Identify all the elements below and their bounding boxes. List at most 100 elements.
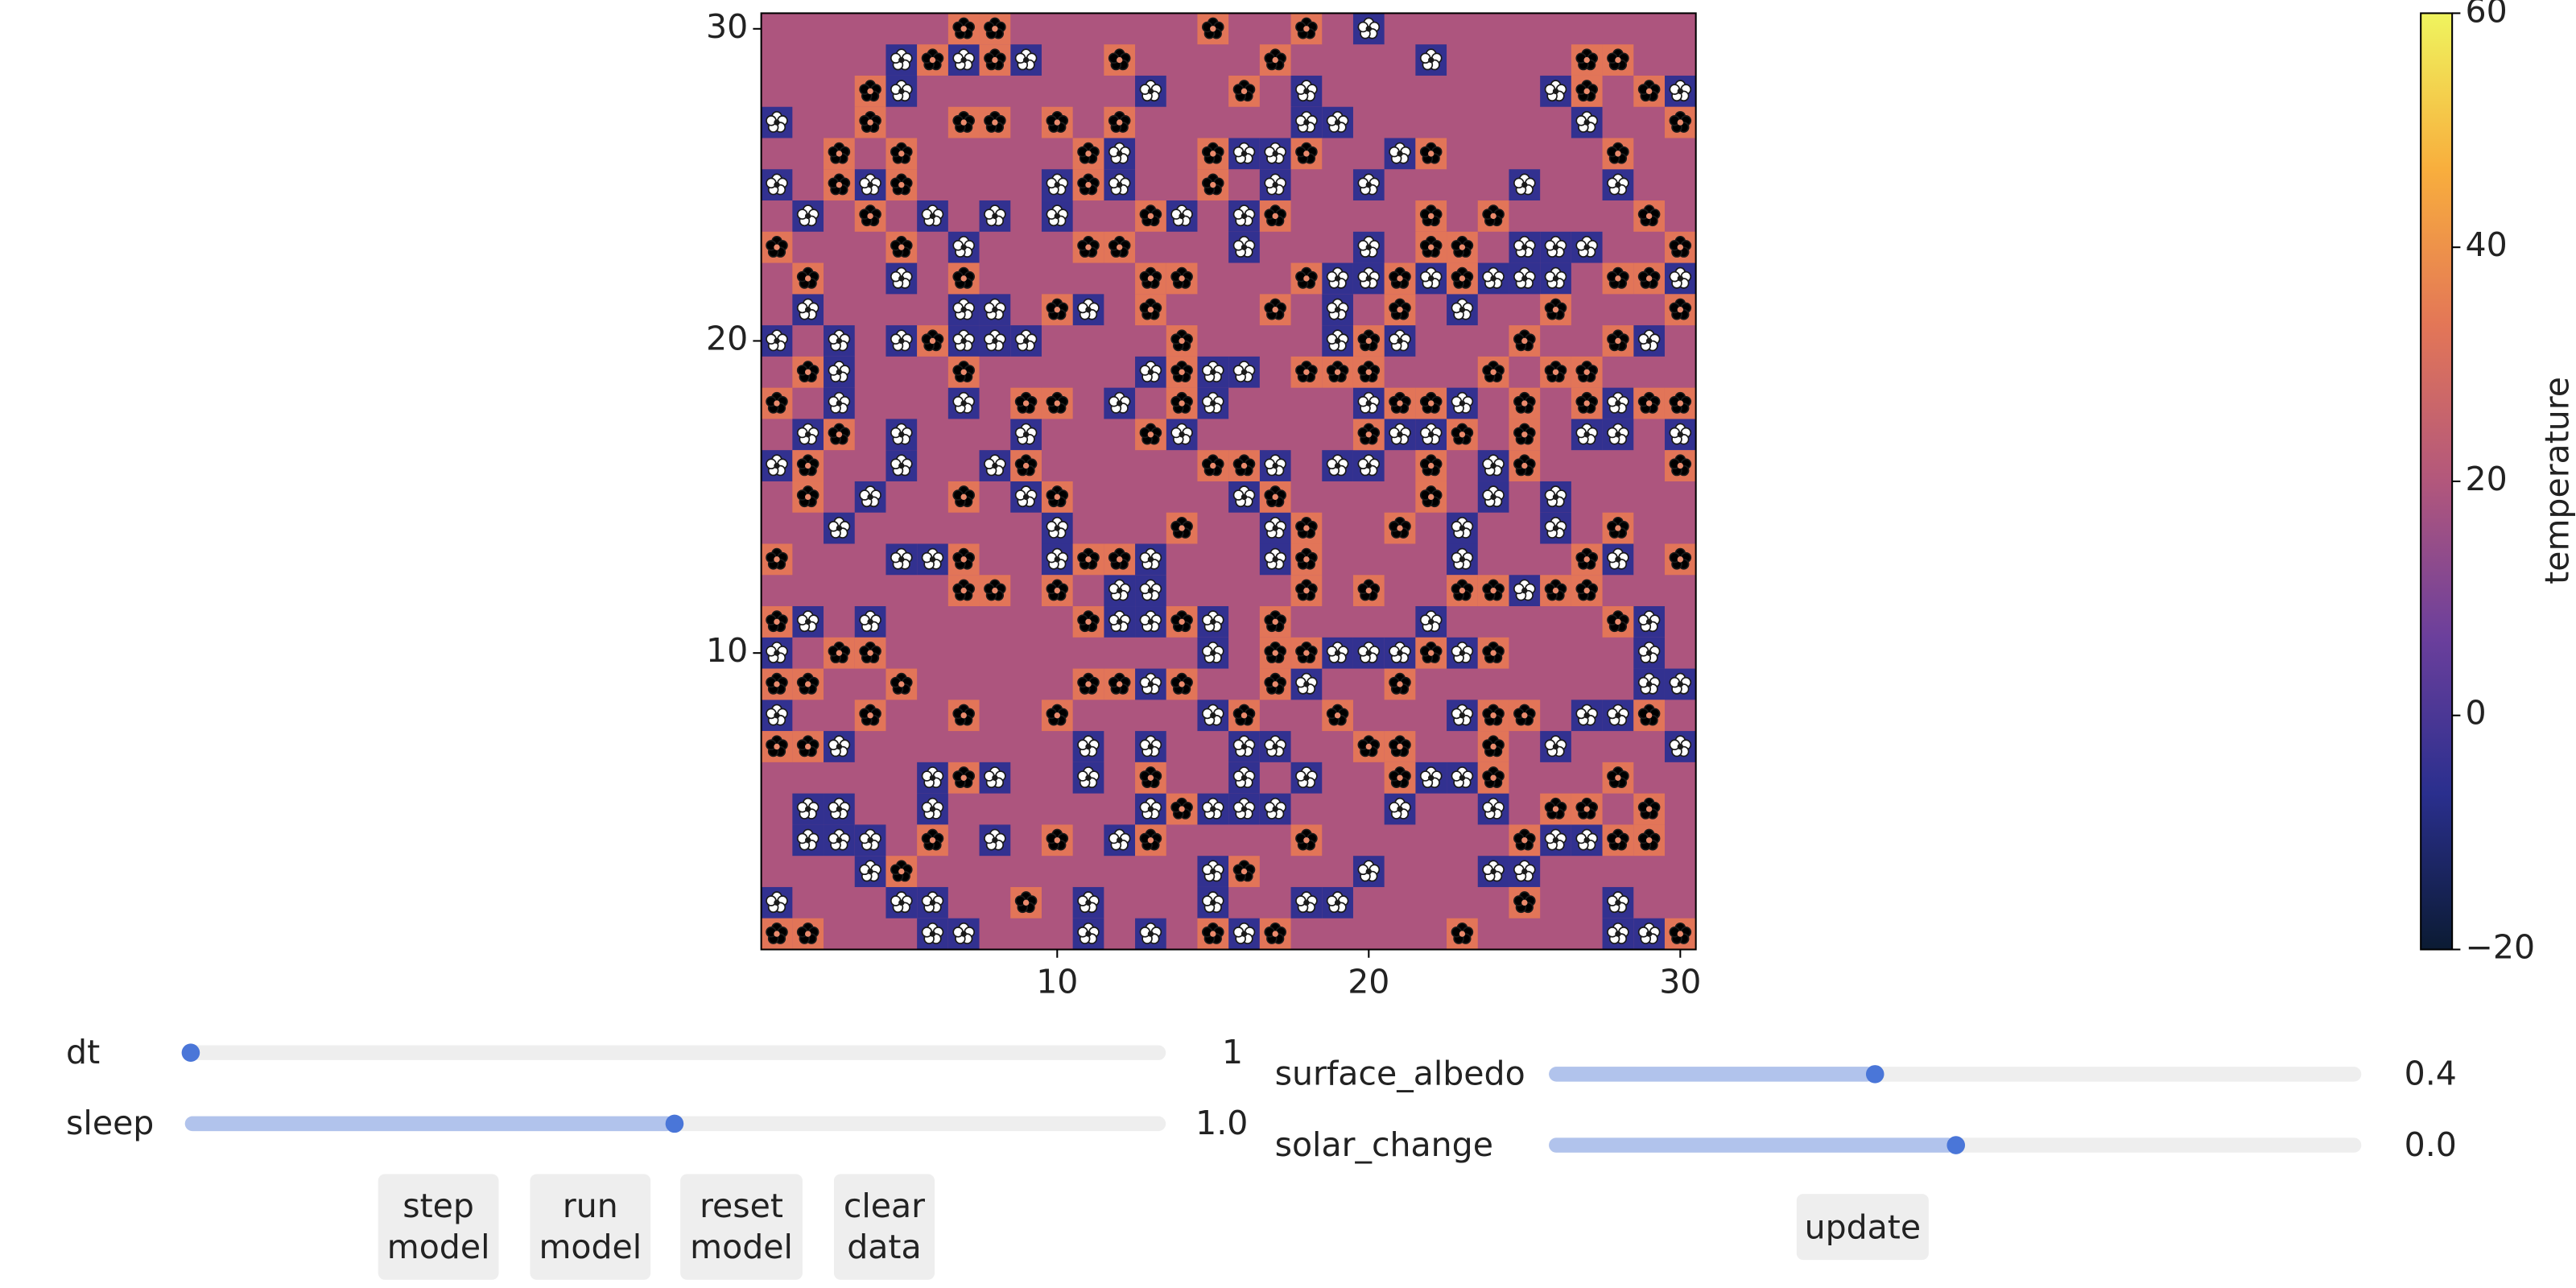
button[interactable]: update xyxy=(1796,1194,1929,1261)
daisy xyxy=(1389,266,1411,289)
daisy xyxy=(1232,454,1256,477)
button[interactable]: step model xyxy=(378,1174,499,1280)
daisy xyxy=(1170,329,1193,352)
daisy-center xyxy=(1521,587,1528,594)
daisy xyxy=(1108,828,1131,851)
daisy-center xyxy=(1615,774,1621,781)
daisy-center xyxy=(1085,244,1092,250)
daisy xyxy=(1482,735,1505,758)
daisy xyxy=(1108,547,1131,570)
daisy xyxy=(952,547,975,570)
slider-track[interactable] xyxy=(1549,1065,2362,1084)
daisy xyxy=(1419,236,1443,258)
daisy xyxy=(1295,110,1318,133)
daisy xyxy=(1451,704,1474,726)
daisy xyxy=(890,454,913,477)
daisy xyxy=(1232,361,1256,382)
daisy xyxy=(1637,391,1661,414)
daisy xyxy=(1575,48,1599,71)
slider-knob[interactable] xyxy=(181,1043,200,1062)
daisy xyxy=(1513,860,1536,882)
daisy-center xyxy=(1521,275,1528,282)
daisy-center xyxy=(1459,587,1466,594)
daisy-center xyxy=(836,400,843,407)
daisy xyxy=(796,610,819,633)
daisy xyxy=(1607,329,1629,352)
daisy xyxy=(1202,610,1224,633)
daisy-center xyxy=(1022,493,1030,501)
daisy-center xyxy=(1365,337,1372,345)
daisy xyxy=(1575,797,1599,819)
slider-knob[interactable] xyxy=(665,1114,684,1133)
daisy-center xyxy=(1552,244,1559,250)
daisy xyxy=(1139,423,1162,445)
daisy-center xyxy=(1645,806,1653,812)
daisy-center xyxy=(1022,56,1030,64)
daisy-center xyxy=(836,181,843,188)
daisy-center xyxy=(836,151,843,157)
daisy xyxy=(921,48,944,71)
daisy xyxy=(828,516,851,539)
daisy xyxy=(1264,922,1286,944)
daisy xyxy=(1389,672,1411,695)
daisy xyxy=(1513,423,1536,445)
daisy-center xyxy=(1179,806,1185,812)
daisy-center xyxy=(1210,868,1216,875)
daisy xyxy=(1575,361,1599,382)
daisy-center xyxy=(1459,650,1466,656)
daisy xyxy=(1637,704,1661,726)
daisy-center xyxy=(1241,493,1248,501)
daisy-center xyxy=(1365,650,1372,656)
slider-track[interactable] xyxy=(184,1114,1166,1133)
daisy xyxy=(1295,828,1318,851)
slider-value: 1.0 xyxy=(1195,1103,1249,1143)
slider-label: sleep xyxy=(66,1103,155,1143)
daisy xyxy=(1295,17,1318,39)
daisy-center xyxy=(1615,712,1621,719)
daisy-center xyxy=(1459,307,1466,313)
daisy xyxy=(1139,828,1162,851)
daisy xyxy=(1419,391,1443,414)
daisy-center xyxy=(1459,400,1466,407)
daisy-center xyxy=(867,88,873,95)
daisy xyxy=(1170,391,1193,414)
button[interactable]: reset model xyxy=(680,1174,803,1280)
plot-frame xyxy=(760,12,1697,951)
daisy xyxy=(1419,423,1443,445)
daisy xyxy=(828,142,851,164)
daisy-center xyxy=(1147,88,1154,95)
daisy xyxy=(1108,48,1131,71)
daisy-center xyxy=(1552,275,1559,282)
daisy xyxy=(1295,142,1318,164)
daisy xyxy=(1326,298,1349,320)
daisy xyxy=(1419,142,1443,164)
daisy xyxy=(1607,391,1629,414)
slider-knob[interactable] xyxy=(1946,1136,1966,1154)
slider-track[interactable] xyxy=(181,1043,1166,1062)
daisy xyxy=(766,642,788,663)
daisy xyxy=(1575,828,1599,851)
daisy-center xyxy=(1490,275,1496,282)
button[interactable]: clear data xyxy=(833,1174,935,1280)
daisy xyxy=(766,547,788,570)
daisy-center xyxy=(1583,556,1590,563)
daisy-center xyxy=(960,400,967,407)
slider-knob[interactable] xyxy=(1865,1065,1885,1084)
daisy-center xyxy=(1272,307,1278,313)
daisy xyxy=(1139,547,1162,570)
daisy xyxy=(1669,922,1692,944)
daisy-center xyxy=(1303,837,1310,844)
daisy xyxy=(1139,672,1162,695)
daisy xyxy=(1389,766,1411,788)
daisy xyxy=(1669,391,1692,414)
daisy-center xyxy=(1241,931,1248,937)
daisy xyxy=(1077,142,1100,164)
daisy xyxy=(1419,266,1443,289)
button[interactable]: run model xyxy=(530,1174,651,1280)
colorbar-tick-label: 60 xyxy=(2466,0,2508,30)
daisy-center xyxy=(1397,307,1403,313)
daisy-center xyxy=(1552,493,1559,501)
daisy-center xyxy=(1615,837,1621,844)
slider-track[interactable] xyxy=(1549,1136,2362,1154)
daisy xyxy=(796,361,819,382)
